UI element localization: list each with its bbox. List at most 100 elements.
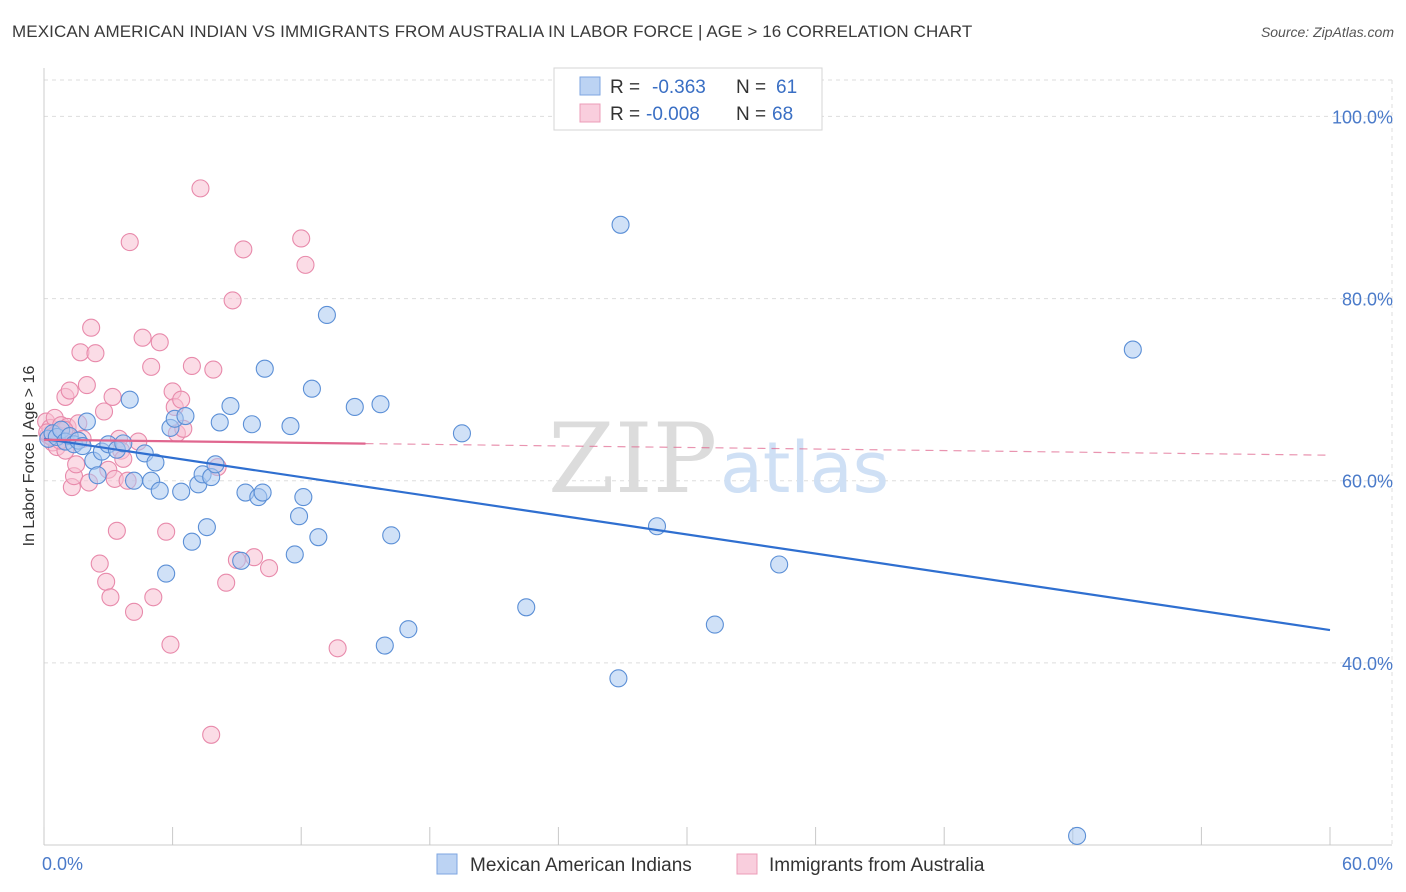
pink-point-43 [161,635,180,654]
pink-point-24 [94,402,114,421]
blue-point-26 [176,407,195,426]
blue-point-33 [210,413,229,432]
y-tick-label-1: 60.0% [1342,472,1393,492]
blue-point-43 [290,507,309,526]
blue-point-54 [517,598,536,617]
blue-point-9 [77,412,96,431]
chart-title: MEXICAN AMERICAN INDIAN VS IMMIGRANTS FR… [12,22,973,41]
legend-r-value-2: -0.008 [646,104,700,125]
pink-point-49 [182,356,201,376]
blue-point-21 [150,481,169,500]
blue-point-47 [317,305,336,325]
blue-point-41 [281,417,300,436]
pink-point-35 [120,233,139,252]
bottom-legend-label-2: Immigrants from Australia [769,855,985,876]
blue-point-49 [371,395,390,414]
blue-point-46 [309,528,328,547]
blue-point-61 [1123,340,1142,359]
legend-swatch-pink [579,103,601,123]
pink-point-21 [82,318,101,337]
pink-point-39 [142,357,161,376]
watermark-atlas: atlas [720,427,889,509]
pink-point-36 [124,602,144,621]
pink-point-47 [172,390,191,409]
pink-point-15 [67,455,86,474]
legend-n-label-2: N = [736,104,766,125]
pink-point-12 [60,381,79,400]
legend-n-value-2: 68 [772,104,793,125]
pink-point-42 [157,522,176,541]
blue-point-40 [255,359,274,378]
x-tick-labels: 0.0% 60.0% [42,854,1393,874]
pink-point-27 [101,588,120,607]
legend-swatch-blue [579,76,601,96]
grid-lines [44,79,1393,845]
blue-point-48 [345,397,364,416]
blue-point-20 [146,453,165,472]
blue-point-52 [399,620,418,639]
blue-point-56 [611,215,630,234]
blue-point-35 [232,551,251,570]
blue-point-17 [124,471,144,490]
blue-point-53 [452,424,472,443]
axes [43,68,1392,846]
pink-point-53 [217,573,236,592]
pink-trend-line-dashed [365,443,1331,456]
blue-point-45 [302,379,321,398]
pink-point-61 [328,639,347,658]
pink-point-23 [90,554,109,573]
pink-point-59 [292,229,311,248]
blue-point-44 [294,488,313,507]
y-axis-label: In Labor Force | Age > 16 [21,366,38,547]
blue-point-60 [1068,826,1087,845]
blue-point-59 [770,555,789,574]
y-tick-labels: 40.0% 60.0% 80.0% 100.0% [1332,107,1393,673]
pink-point-28 [103,387,122,406]
pink-point-38 [133,328,152,347]
y-tick-label-0: 40.0% [1342,654,1393,674]
pink-point-56 [234,240,253,259]
bottom-legend-label-1: Mexican American Indians [470,855,692,876]
blue-point-57 [647,517,667,536]
pink-point-60 [296,255,315,274]
pink-point-25 [97,572,116,591]
pink-point-51 [204,360,223,379]
pink-point-30 [107,521,126,540]
blue-point-25 [172,482,191,501]
pink-point-19 [77,376,96,395]
legend-n-label-1: N = [736,77,766,98]
blue-point-15 [114,434,133,453]
blue-point-51 [382,526,401,545]
watermark-zip: ZIP [548,403,717,515]
bottom-legend: Mexican American Indians Immigrants from… [436,853,985,876]
pink-point-41 [150,333,169,352]
trend-lines [43,437,1331,632]
y-tick-label-3: 100.0% [1332,107,1393,127]
blue-point-34 [221,396,240,416]
pink-point-58 [259,559,279,578]
blue-point-27 [182,532,201,551]
pink-point-62 [202,725,221,744]
x-tick-label-0: 0.0% [42,854,83,874]
blue-point-11 [88,466,107,485]
legend-r-label-1: R = [610,77,640,98]
x-tick-label-1: 60.0% [1342,854,1393,874]
blue-point-55 [609,669,628,688]
watermark: ZIP atlas [548,403,889,515]
blue-point-30 [197,518,216,537]
blue-point-22 [157,564,176,583]
blue-point-42 [285,545,304,564]
pink-point-50 [191,179,210,198]
legend-r-label-2: R = [610,104,640,125]
bottom-legend-swatch-blue [436,853,458,875]
bottom-legend-swatch-pink [736,853,758,875]
legend-r-value-1: -0.363 [652,77,706,98]
pink-point-17 [71,343,90,362]
pink-point-22 [86,344,105,363]
blue-trend-line [43,437,1331,632]
legend-n-value-1: 61 [776,77,797,98]
blue-point-39 [253,483,272,502]
blue-point-58 [705,615,724,634]
pink-trend-line [43,438,366,445]
